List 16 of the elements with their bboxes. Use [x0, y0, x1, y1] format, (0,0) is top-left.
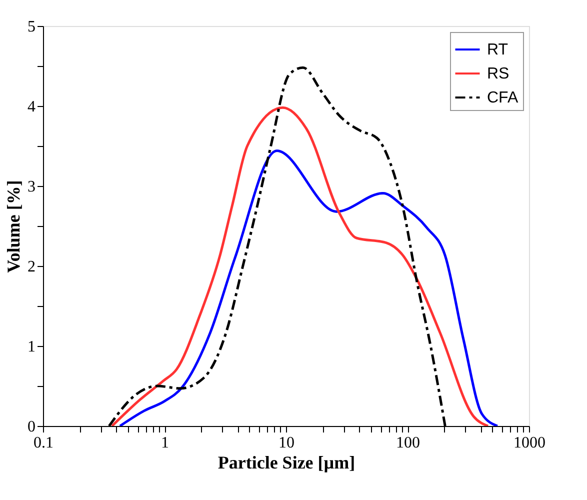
- x-tick-label: 100: [396, 434, 420, 452]
- x-tick-label: 0.1: [34, 434, 54, 452]
- y-tick-label: 3: [28, 178, 36, 196]
- y-tick-label: 5: [28, 18, 36, 36]
- x-tick-label: 1000: [514, 434, 546, 452]
- legend-label: RT: [487, 42, 508, 58]
- legend-label: CFA: [487, 90, 518, 106]
- y-tick-label: 0: [28, 418, 36, 436]
- x-tick-label: 1: [161, 434, 169, 452]
- x-axis-title: Particle Size [µm]: [218, 452, 356, 472]
- x-tick-label: 10: [278, 434, 294, 452]
- y-tick-label: 1: [28, 338, 36, 356]
- legend-label: RS: [487, 66, 510, 82]
- y-tick-label: 4: [28, 98, 36, 116]
- y-axis-title: Volume [%]: [4, 180, 24, 273]
- y-tick-label: 2: [28, 258, 36, 276]
